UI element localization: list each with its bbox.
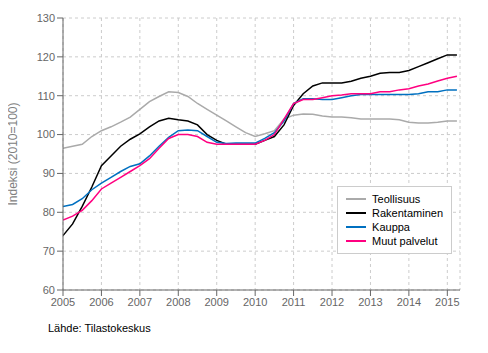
svg-text:2007: 2007: [128, 296, 152, 308]
svg-text:2006: 2006: [89, 296, 113, 308]
svg-text:2005: 2005: [51, 296, 75, 308]
svg-text:2010: 2010: [243, 296, 267, 308]
svg-text:100: 100: [37, 128, 55, 140]
svg-text:2011: 2011: [282, 296, 306, 308]
svg-text:120: 120: [37, 51, 55, 63]
svg-text:90: 90: [43, 167, 55, 179]
svg-text:2008: 2008: [166, 296, 190, 308]
svg-text:60: 60: [43, 284, 55, 296]
svg-text:2015: 2015: [435, 296, 459, 308]
svg-text:130: 130: [37, 12, 55, 24]
svg-text:2014: 2014: [397, 296, 421, 308]
svg-text:2013: 2013: [358, 296, 382, 308]
html-text:Lähde: Tilastokeskus: Lähde: Tilastokeskus: [48, 322, 151, 334]
html-text:Teollisuus: Teollisuus: [372, 193, 421, 205]
html-text:Muut palvelut: Muut palvelut: [372, 235, 438, 247]
svg-text:80: 80: [43, 206, 55, 218]
svg-text:2009: 2009: [204, 296, 228, 308]
svg-text:70: 70: [43, 245, 55, 257]
html-text:Rakentaminen: Rakentaminen: [372, 207, 443, 219]
svg-text:2012: 2012: [320, 296, 344, 308]
html-text:Kauppa: Kauppa: [372, 221, 410, 233]
svg-text:Indeksi (2010=100): Indeksi (2010=100): [8, 102, 20, 205]
svg-text:110: 110: [37, 90, 55, 102]
